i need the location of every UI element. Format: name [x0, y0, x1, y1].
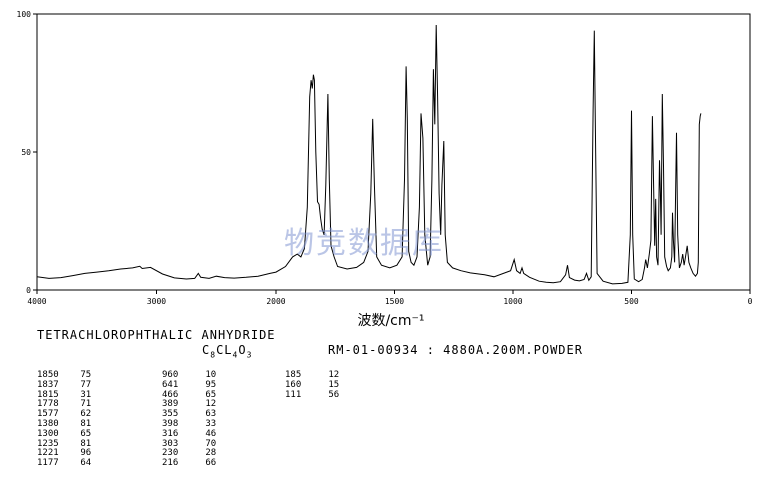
peak-row: 160 15 [285, 379, 340, 391]
peak-intensity: 81 [80, 438, 92, 449]
peak-row: 1235 81 [37, 438, 92, 450]
peak-intensity: 65 [80, 428, 92, 439]
peak-intensity: 33 [205, 418, 217, 429]
peak-row: 1300 65 [37, 428, 92, 440]
peak-row: 1221 96 [37, 448, 92, 459]
peak-intensity: 56 [328, 389, 340, 400]
y-tick-label: 0 [26, 286, 31, 295]
reference-code: RM-01-00934 : 4880A.200M.POWDER [328, 343, 583, 357]
peak-row: 111 56 [285, 389, 340, 401]
peak-row: 1850 75 [37, 370, 92, 381]
peak-intensity: 96 [80, 448, 92, 459]
peak-row: 960 10 [162, 370, 217, 381]
x-tick-label: 1500 [385, 297, 404, 306]
peak-row: 355 63 [162, 409, 217, 420]
peak-wavenumber: 185 [285, 370, 329, 380]
peak-wavenumber: 1300 [37, 428, 81, 439]
peak-row: 1815 31 [37, 389, 92, 401]
peak-row: 230 28 [162, 448, 217, 459]
peak-row: 316 46 [162, 428, 217, 440]
peak-wavenumber: 960 [162, 370, 206, 380]
peak-row: 1778 71 [37, 399, 92, 410]
peak-wavenumber: 1577 [37, 409, 81, 420]
peak-wavenumber: 316 [162, 428, 206, 439]
peak-row: 389 12 [162, 399, 217, 410]
molecular-formula: C8CL4O3 [202, 343, 253, 360]
peak-intensity: 31 [80, 389, 92, 400]
peak-wavenumber: 1837 [37, 379, 81, 390]
peak-intensity: 28 [205, 448, 217, 459]
peak-wavenumber: 1177 [37, 458, 81, 469]
peak-wavenumber: 1380 [37, 418, 81, 429]
watermark: 物竞数据库 [284, 226, 444, 261]
peak-wavenumber: 111 [285, 389, 329, 400]
x-tick-label: 1000 [503, 297, 522, 306]
peak-wavenumber: 1815 [37, 389, 81, 400]
peak-row: 398 33 [162, 418, 217, 430]
peak-intensity: 63 [205, 409, 217, 420]
x-tick-label: 2000 [266, 297, 285, 306]
peak-wavenumber: 230 [162, 448, 206, 459]
peak-row: 1177 64 [37, 458, 92, 469]
peak-wavenumber: 641 [162, 379, 206, 390]
peak-intensity: 66 [205, 458, 217, 469]
y-tick-label: 100 [17, 10, 32, 19]
peak-intensity: 10 [205, 370, 217, 380]
peak-wavenumber: 303 [162, 438, 206, 449]
peak-wavenumber: 1778 [37, 399, 81, 410]
peak-row: 1577 62 [37, 409, 92, 420]
x-axis-label: 波数/cm⁻¹ [357, 313, 424, 329]
peak-wavenumber: 1850 [37, 370, 81, 380]
peak-wavenumber: 1235 [37, 438, 81, 449]
peak-intensity: 46 [205, 428, 217, 439]
peak-intensity: 12 [328, 370, 340, 380]
peak-wavenumber: 160 [285, 379, 329, 390]
peak-row: 1380 81 [37, 418, 92, 430]
peak-intensity: 81 [80, 418, 92, 429]
peak-row: 1837 77 [37, 379, 92, 391]
peak-table-column-2: 960 10 641 95 466 65 389 12 355 63 398 33 316 … [162, 370, 217, 469]
peak-intensity: 71 [80, 399, 92, 410]
compound-name: TETRACHLOROPHTHALIC ANHYDRIDE [37, 328, 276, 342]
ir-spectrum-chart: 4000 3000 2000 1500 1000 500 0 0 50 100 波数/cm⁻¹ [17, 10, 753, 329]
y-tick-label: 50 [21, 148, 31, 157]
peak-intensity: 15 [328, 379, 340, 390]
x-tick-label: 4000 [27, 297, 46, 306]
peak-table-column-3: 185 12 160 15 111 56 [285, 370, 340, 401]
x-tick-label: 3000 [147, 297, 166, 306]
peak-intensity: 65 [205, 389, 217, 400]
peak-intensity: 95 [205, 379, 217, 390]
peak-intensity: 75 [80, 370, 92, 380]
peak-intensity: 62 [80, 409, 92, 420]
spectrum-line [36, 24, 702, 285]
peak-row: 466 65 [162, 389, 217, 401]
peak-wavenumber: 216 [162, 458, 206, 469]
peak-row: 185 12 [285, 370, 340, 381]
peak-row: 641 95 [162, 379, 217, 391]
peak-row: 216 66 [162, 458, 217, 469]
x-tick-label: 0 [748, 297, 753, 306]
peak-intensity: 12 [205, 399, 217, 410]
peak-wavenumber: 466 [162, 389, 206, 400]
peak-wavenumber: 389 [162, 399, 206, 410]
peak-wavenumber: 1221 [37, 448, 81, 459]
peak-intensity: 77 [80, 379, 92, 390]
peak-wavenumber: 398 [162, 418, 206, 429]
peak-intensity: 70 [205, 438, 217, 449]
peak-wavenumber: 355 [162, 409, 206, 420]
x-tick-label: 500 [624, 297, 639, 306]
peak-table-column-1: 1850 75 1837 77 1815 31 1778 71 1577 62 1380 … [37, 370, 92, 469]
peak-row: 303 70 [162, 438, 217, 450]
peak-intensity: 64 [80, 458, 92, 469]
